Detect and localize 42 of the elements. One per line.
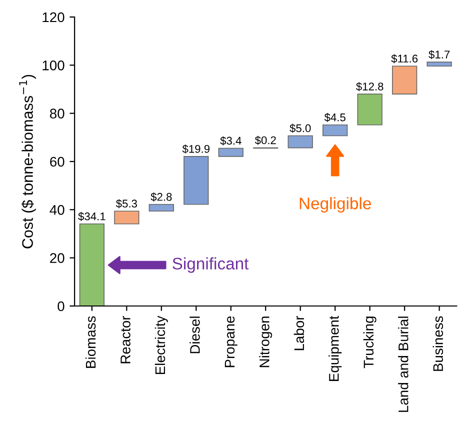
bar xyxy=(218,148,244,157)
x-tick-label: Electricity xyxy=(154,316,168,374)
data-label: $4.5 xyxy=(324,112,346,122)
y-tick-label: 0 xyxy=(58,301,64,312)
data-label: $2.8 xyxy=(150,192,172,202)
y-tick-label: 80 xyxy=(50,108,64,119)
bar xyxy=(148,204,174,212)
x-tick-label: Nitrogen xyxy=(259,316,272,368)
bar xyxy=(184,156,209,205)
data-label: $0.2 xyxy=(254,136,276,145)
bar xyxy=(392,66,418,94)
x-tick-label: Land and Burial xyxy=(398,316,408,412)
bar xyxy=(322,124,348,136)
data-label: $19.9 xyxy=(182,144,210,154)
data-label: $3.4 xyxy=(220,136,242,146)
bar xyxy=(114,210,140,224)
y-tick-label: 100 xyxy=(42,60,64,70)
data-label: $5.3 xyxy=(116,199,137,208)
x-tick-label: Equipment xyxy=(328,316,342,381)
data-label: $11.6 xyxy=(391,54,418,64)
annotation: Significant xyxy=(172,257,249,273)
bar xyxy=(426,62,452,67)
data-label: $12.8 xyxy=(356,82,384,92)
data-label: $1.7 xyxy=(428,50,450,60)
x-tick-label: Propane xyxy=(224,316,238,368)
y-tick-label: 120 xyxy=(42,12,64,22)
x-tick-label: Diesel xyxy=(190,316,200,354)
y-axis-title: Cost ($ tonne-biomass$^{−1}$) xyxy=(19,74,36,248)
y-tick-label: 60 xyxy=(50,156,64,167)
y-tick-label: 40 xyxy=(50,205,64,215)
x-tick-label: Business xyxy=(432,316,444,371)
data-label: $34.1 xyxy=(78,212,106,221)
bar xyxy=(79,223,105,306)
x-tick-label: Reactor xyxy=(120,316,130,364)
bar xyxy=(288,135,313,148)
x-tick-label: Trucking xyxy=(363,316,376,368)
x-tick-label: Labor xyxy=(294,316,304,350)
annotation: Negligible xyxy=(300,197,371,213)
data-label: $5.0 xyxy=(290,124,311,133)
x-tick-label: Biomass xyxy=(85,316,96,368)
bar xyxy=(357,94,382,126)
y-tick-label: 20 xyxy=(50,253,64,264)
